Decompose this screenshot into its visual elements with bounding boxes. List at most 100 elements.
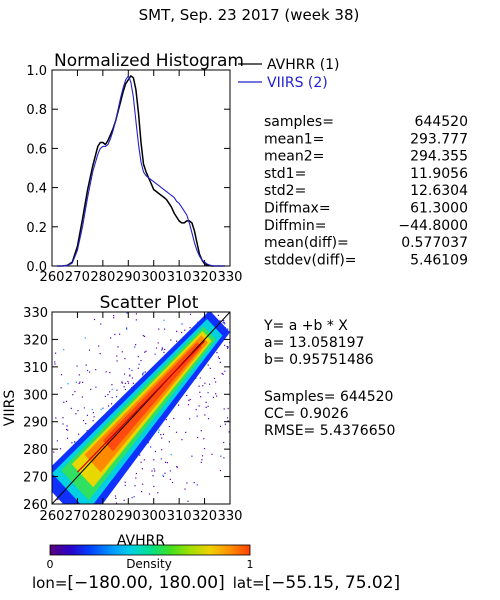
density-dot <box>207 392 209 394</box>
regression-fit-line <box>76 340 206 473</box>
density-dot <box>140 461 142 463</box>
density-dot <box>162 475 165 477</box>
density-dot <box>199 391 201 393</box>
density-dot <box>219 361 221 363</box>
scatter-y-tick-label: 310 <box>23 361 48 376</box>
density-dot <box>204 414 206 416</box>
density-dot <box>124 481 126 483</box>
density-dot <box>93 416 95 418</box>
density-dot <box>227 407 229 410</box>
density-dot <box>219 469 221 472</box>
stat-label: std2= <box>264 183 306 199</box>
density-dot <box>129 374 131 376</box>
density-dot <box>204 382 206 384</box>
density-dot <box>153 485 155 487</box>
histogram-y-tick-label: 0.8 <box>26 103 47 118</box>
histogram-y-tick-label: 0.0 <box>26 260 47 275</box>
density-dot <box>154 353 156 355</box>
density-dot <box>207 418 210 420</box>
footer-lat-label: lat= <box>233 574 265 592</box>
density-dot <box>184 488 186 490</box>
density-dot <box>102 407 104 409</box>
density-dot <box>66 437 69 439</box>
density-dot <box>176 466 178 468</box>
histogram-x-ticks: 260 270 280 290 300 310 320 330 <box>40 70 243 285</box>
histogram-legend: AVHRR (1) VIIRS (2) <box>238 57 340 91</box>
density-dot <box>148 493 151 495</box>
density-dot <box>111 384 113 386</box>
density-dot <box>164 461 167 463</box>
density-dot <box>170 339 172 341</box>
legend-label-viirs: VIIRS (2) <box>267 75 328 91</box>
density-dot <box>100 408 102 410</box>
scatter-y-ticks: 260 270 280 290 300 310 320 330 <box>23 306 230 513</box>
density-dot <box>63 349 65 351</box>
density-dot <box>141 468 143 470</box>
density-dot <box>141 491 143 493</box>
density-dot <box>98 345 100 347</box>
density-dot <box>164 348 166 351</box>
density-dot <box>62 417 64 419</box>
footer-lon-label: lon= <box>32 574 67 592</box>
scatter-x-tick-label: 300 <box>141 509 166 524</box>
density-dot <box>129 375 131 377</box>
density-dot <box>123 386 125 388</box>
histogram-y-tick-label: 1.0 <box>26 64 47 79</box>
density-dot <box>158 431 160 433</box>
density-dot <box>111 388 113 391</box>
density-dot <box>137 356 139 358</box>
density-dot <box>95 369 97 371</box>
density-dot <box>186 482 188 484</box>
density-dot <box>115 497 117 499</box>
density-dot <box>175 431 178 433</box>
density-dot <box>95 386 97 388</box>
density-dot <box>197 436 199 439</box>
density-dot <box>143 459 145 461</box>
density-dot <box>113 315 115 317</box>
colorbar-gradient <box>49 544 251 556</box>
density-dot <box>137 367 139 369</box>
density-dot <box>143 335 146 337</box>
density-dot <box>93 318 96 321</box>
stat-value: 5.46109 <box>410 252 468 268</box>
density-dot <box>158 429 160 431</box>
scatter-x-tick-label: 290 <box>116 509 141 524</box>
scatter-x-tick-label: 310 <box>167 509 192 524</box>
density-dot <box>154 470 156 472</box>
density-dot <box>75 381 77 383</box>
density-dot <box>224 344 226 346</box>
density-dot <box>83 407 85 409</box>
density-dot <box>184 329 186 331</box>
density-dot <box>91 408 93 411</box>
density-dot <box>161 347 163 349</box>
density-dot <box>221 372 223 374</box>
density-dot <box>60 387 62 389</box>
density-dot <box>173 417 175 420</box>
density-dot <box>126 327 128 329</box>
density-dot <box>109 372 111 374</box>
density-dot <box>134 485 136 487</box>
density-dot <box>116 360 118 362</box>
stat-value: 293.777 <box>410 131 468 147</box>
density-dot <box>55 352 57 354</box>
density-dot <box>143 371 145 374</box>
density-dot <box>92 420 94 422</box>
density-dot <box>124 382 126 384</box>
density-dot <box>83 420 85 422</box>
density-dot <box>161 449 163 451</box>
density-dot <box>158 328 160 330</box>
density-dot <box>215 393 217 395</box>
density-dot <box>134 346 136 348</box>
stat-label: stddev(diff)= <box>264 252 357 268</box>
histogram-series <box>57 75 225 267</box>
histogram-y-tick-label: 0.2 <box>26 221 47 236</box>
density-dot <box>199 377 201 379</box>
density-dot <box>135 472 137 475</box>
density-dot <box>223 441 225 444</box>
density-dot <box>166 462 168 464</box>
density-dot <box>54 363 56 365</box>
scatter-y-tick-label: 330 <box>23 306 48 321</box>
scatter-x-ticks: 260 270 280 290 300 310 320 330 <box>40 312 243 524</box>
density-dot <box>224 370 226 372</box>
